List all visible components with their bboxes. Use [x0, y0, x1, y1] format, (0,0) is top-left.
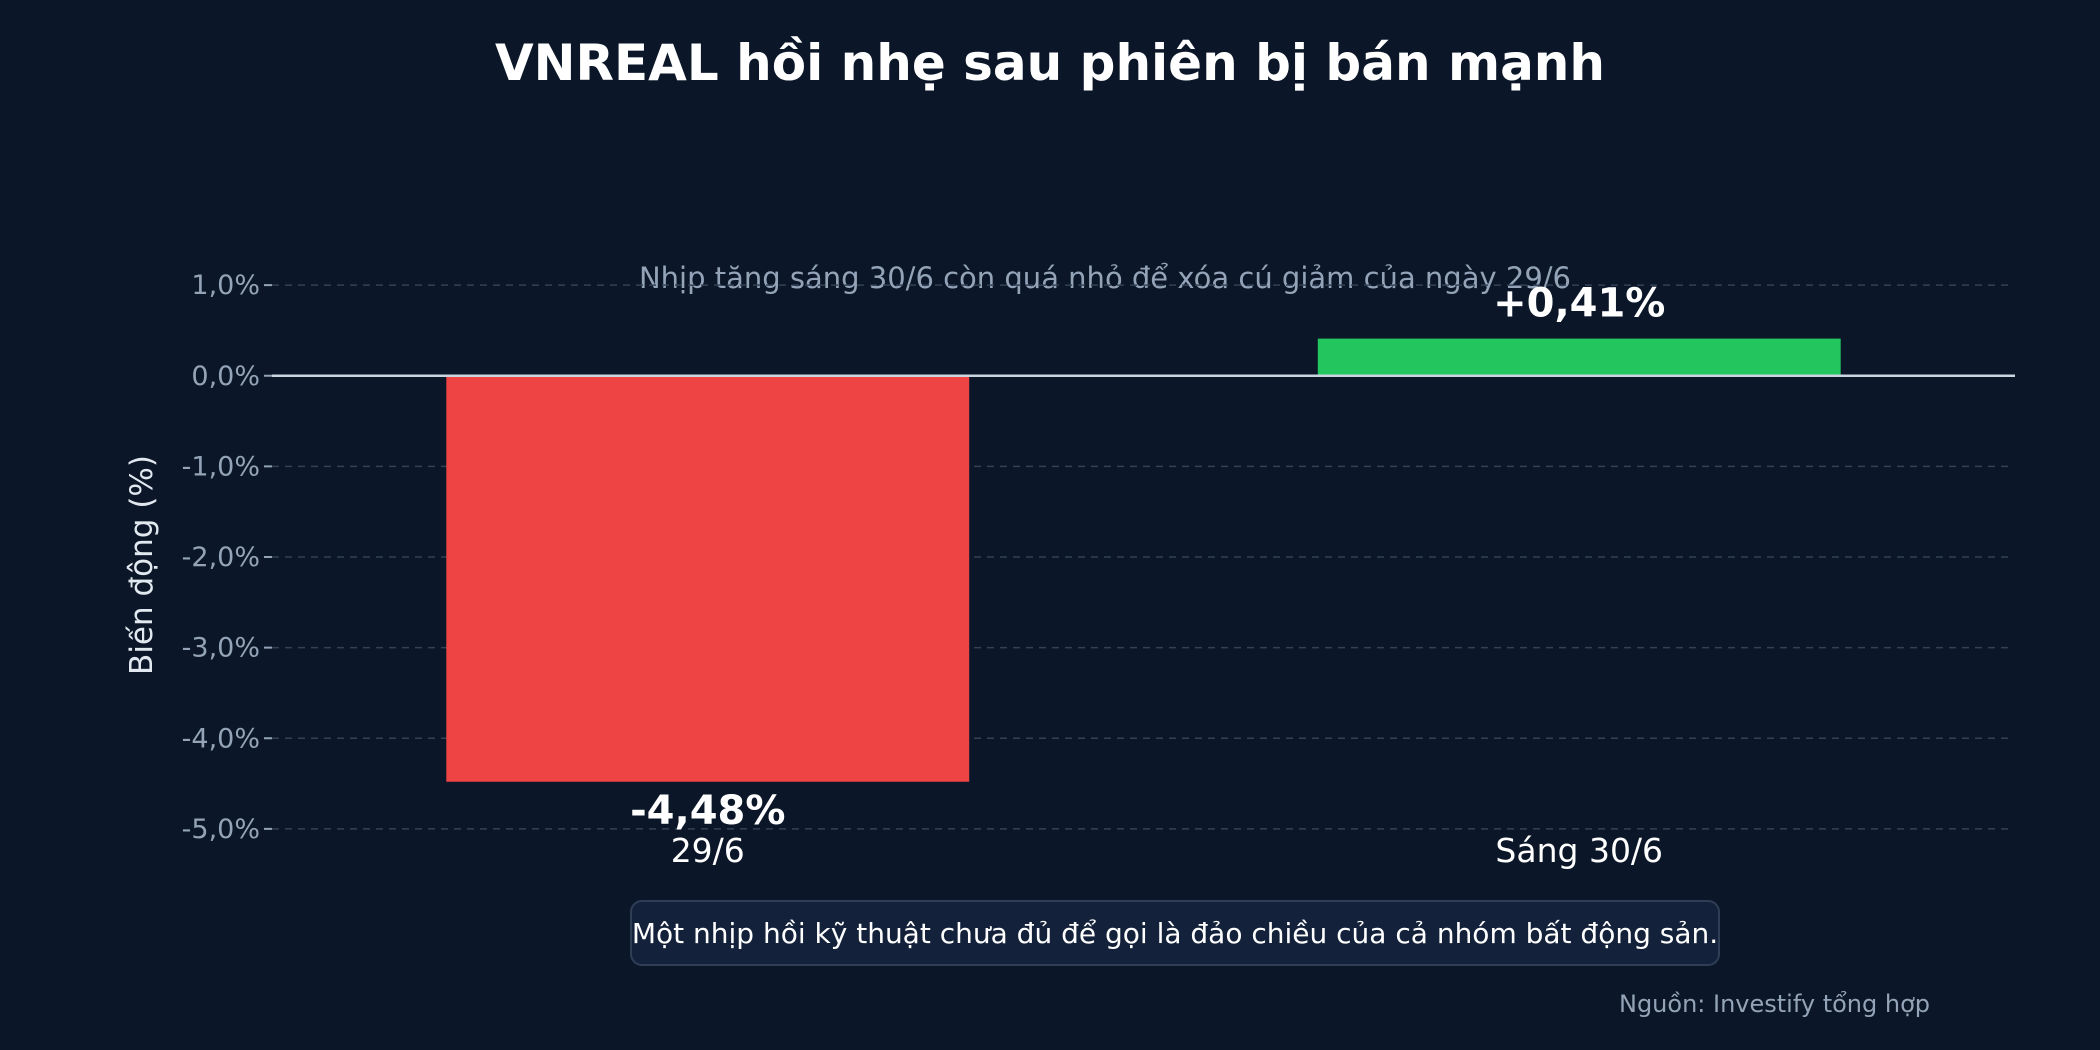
y-tick-label: 1,0% [191, 270, 260, 301]
y-tick-label: 0,0% [191, 361, 260, 392]
chart-subtitle: Nhịp tăng sáng 30/6 còn quá nhỏ để xóa c… [639, 261, 1571, 295]
x-tick-label: Sáng 30/6 [1495, 831, 1663, 870]
y-ticks: 1,0% 0,0% -1,0% -2,0% -3,0% -4,0% -5,0% [182, 270, 272, 845]
bar [446, 375, 970, 782]
y-tick-label: -3,0% [182, 633, 260, 664]
chart-title: VNREAL hồi nhẹ sau phiên bị bán mạnh [495, 34, 1605, 92]
data-labels: -4,48% +0,41% [630, 281, 1665, 834]
y-tick-label: -1,0% [182, 451, 260, 482]
annotation-note: Một nhịp hồi kỹ thuật chưa đủ để gọi là … [630, 900, 1720, 966]
y-axis-label: Biến động (%) [124, 455, 160, 675]
x-tick-label: 29/6 [671, 831, 745, 870]
bars [446, 338, 1841, 782]
x-tick-labels: 29/6 Sáng 30/6 [671, 831, 1663, 870]
y-tick-label: -5,0% [182, 814, 260, 845]
source-note: Nguồn: Investify tổng hợp [1619, 990, 1930, 1018]
data-label: +0,41% [1493, 281, 1665, 327]
y-tick-label: -2,0% [182, 542, 260, 573]
y-tick-label: -4,0% [182, 723, 260, 754]
bar [1317, 338, 1841, 376]
data-label: -4,48% [630, 788, 785, 834]
